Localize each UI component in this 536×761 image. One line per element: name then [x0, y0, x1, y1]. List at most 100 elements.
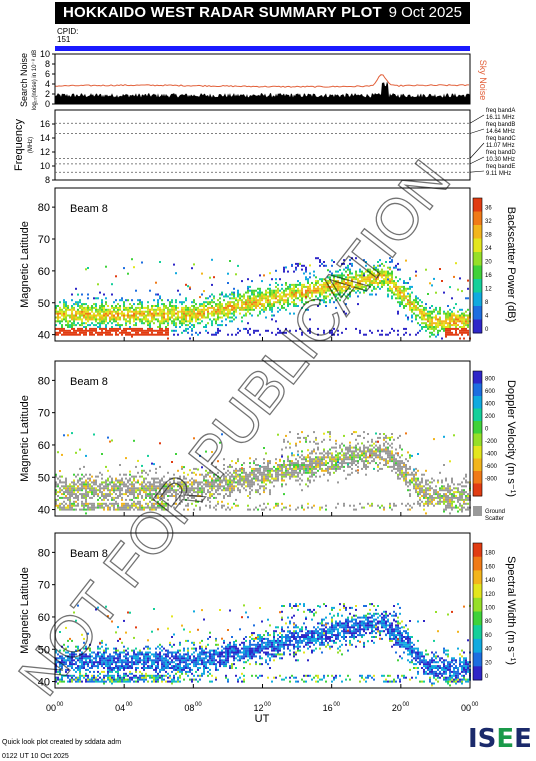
echo-cell [379, 259, 381, 262]
echo-cell [333, 280, 335, 283]
echo-cell [353, 508, 355, 511]
echo-cell [101, 453, 103, 455]
echo-cell [269, 475, 271, 478]
echo-cell [357, 465, 359, 468]
echo-cell [413, 477, 415, 480]
echo-cell [231, 293, 233, 296]
echo-cell [245, 485, 247, 488]
echo-cell [55, 333, 57, 336]
echo-cell [241, 471, 243, 474]
echo-cell [321, 287, 323, 290]
echo-cell [369, 504, 371, 507]
echo-cell [281, 297, 283, 300]
echo-cell [223, 504, 225, 507]
echo-cell [259, 333, 261, 336]
echo-cell [197, 489, 199, 492]
echo-cell [433, 479, 435, 482]
echo-cell [123, 504, 125, 507]
echo-cell [317, 456, 319, 459]
echo-cell [145, 318, 147, 321]
echo-cell [59, 312, 61, 315]
echo-cell [79, 318, 81, 321]
echo-cell [419, 316, 421, 319]
echo-cell [63, 329, 65, 332]
echo-cell [267, 473, 269, 476]
echo-cell [277, 479, 279, 482]
echo-cell [211, 258, 213, 261]
echo-cell [155, 477, 157, 480]
echo-cell [233, 469, 235, 472]
echo-cell [321, 460, 323, 463]
echo-cell [431, 331, 433, 334]
echo-cell [147, 502, 149, 505]
echo-cell [231, 475, 233, 478]
echo-cell [157, 314, 159, 317]
echo-cell [183, 301, 185, 304]
echo-cell [171, 495, 173, 497]
echo-cell [121, 481, 123, 484]
echo-cell [153, 477, 155, 480]
echo-cell [247, 303, 249, 306]
echo-cell [159, 312, 161, 315]
echo-cell [67, 657, 69, 660]
echo-cell [161, 316, 163, 319]
echo-cell [115, 324, 117, 327]
echo-cell [73, 308, 75, 311]
echo-cell [91, 506, 93, 509]
echo-cell [455, 316, 457, 319]
echo-cell [449, 326, 451, 328]
echo-cell [81, 327, 83, 330]
echo-cell [87, 324, 89, 327]
echo-cell [319, 264, 321, 267]
echo-cell [347, 287, 349, 290]
echo-cell [359, 454, 361, 457]
echo-cell [441, 500, 443, 503]
echo-cell [463, 314, 465, 317]
echo-cell [187, 306, 189, 309]
echo-cell [371, 456, 373, 459]
echo-cell [313, 473, 315, 476]
echo-cell [297, 436, 299, 439]
echo-cell [309, 285, 311, 288]
echo-cell [421, 314, 423, 317]
echo-cell [447, 506, 449, 509]
echo-cell [209, 475, 211, 478]
echo-cell [155, 508, 157, 511]
echo-cell [361, 278, 363, 281]
echo-cell [135, 496, 137, 499]
echo-cell [231, 465, 233, 468]
echo-cell [407, 295, 409, 298]
echo-cell [75, 657, 77, 660]
echo-cell [231, 491, 233, 494]
echo-cell [431, 305, 433, 307]
echo-cell [145, 487, 147, 490]
echo-cell [369, 450, 371, 453]
echo-cell [121, 506, 123, 509]
echo-cell [251, 479, 253, 482]
echo-cell [425, 495, 427, 497]
echo-cell [95, 314, 97, 317]
echo-cell [463, 329, 465, 332]
echo-cell [299, 477, 301, 480]
echo-cell [151, 502, 153, 505]
echo-cell [415, 299, 417, 302]
echo-cell [285, 327, 287, 330]
echo-cell [451, 314, 453, 317]
power-ytick-label: 40 [38, 330, 50, 342]
echo-cell [225, 324, 227, 327]
echo-cell [71, 324, 73, 327]
echo-cell [75, 287, 77, 290]
echo-cell [321, 467, 323, 470]
echo-cell [393, 462, 395, 465]
echo-cell [255, 467, 257, 470]
echo-cell [141, 301, 143, 304]
echo-cell [61, 314, 63, 317]
echo-cell [183, 314, 185, 317]
echo-cell [323, 331, 325, 334]
echo-cell [123, 327, 125, 330]
echo-cell [353, 452, 355, 455]
echo-cell [417, 297, 419, 300]
echo-cell [335, 465, 337, 468]
echo-cell [279, 295, 281, 298]
echo-cell [151, 495, 153, 497]
